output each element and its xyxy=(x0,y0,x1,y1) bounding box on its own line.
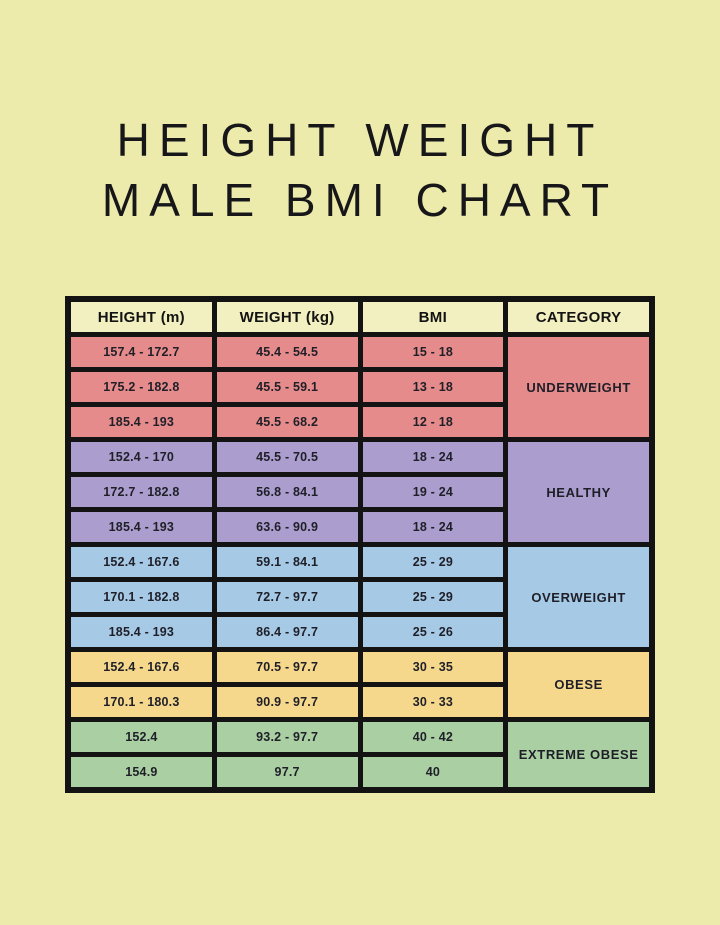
cell-category: EXTREME OBESE xyxy=(508,722,649,787)
cell-bmi: 25 - 29 xyxy=(362,582,504,612)
cell-weight: 56.8 - 84.1 xyxy=(216,477,358,507)
cell-weight: 70.5 - 97.7 xyxy=(216,652,358,682)
cell-height: 152.4 - 170 xyxy=(71,442,212,472)
cell-category: HEALTHY xyxy=(508,442,649,542)
table-row: 152.4 93.2 - 97.7 40 - 42 EXTREME OBESE xyxy=(71,722,649,787)
cell-height: 152.4 xyxy=(71,722,212,752)
cell-bmi: 18 - 24 xyxy=(362,442,504,472)
cell-weight: 72.7 - 97.7 xyxy=(216,582,358,612)
cell-weight: 45.5 - 68.2 xyxy=(216,407,358,437)
table-row: 170.1 - 180.3 90.9 - 97.7 30 - 33 xyxy=(71,687,649,717)
column-header-height: HEIGHT (m) xyxy=(71,302,212,332)
cell-weight: 45.5 - 70.5 xyxy=(216,442,358,472)
cell-weight: 63.6 - 90.9 xyxy=(216,512,358,542)
cell-bmi: 25 - 29 xyxy=(362,547,504,577)
cell-bmi: 40 - 42 xyxy=(362,722,504,752)
cell-height: 185.4 - 193 xyxy=(71,407,212,437)
table-row: 175.2 - 182.8 45.5 - 59.1 13 - 18 xyxy=(71,372,649,402)
cell-bmi: 13 - 18 xyxy=(362,372,504,402)
cell-weight: 97.7 xyxy=(216,757,358,787)
table-row: 185.4 - 193 63.6 - 90.9 18 - 24 xyxy=(71,512,649,542)
cell-height: 185.4 - 193 xyxy=(71,617,212,647)
cell-weight: 45.5 - 59.1 xyxy=(216,372,358,402)
cell-bmi: 40 xyxy=(362,757,504,787)
table-row: 152.4 - 170 45.5 - 70.5 18 - 24 HEALTHY xyxy=(71,442,649,542)
table-row: 172.7 - 182.8 56.8 - 84.1 19 - 24 xyxy=(71,477,649,507)
cell-weight: 90.9 - 97.7 xyxy=(216,687,358,717)
column-header-weight: WEIGHT (kg) xyxy=(216,302,358,332)
cell-height: 175.2 - 182.8 xyxy=(71,372,212,402)
table-header-row: HEIGHT (m) WEIGHT (kg) BMI CATEGORY xyxy=(71,302,649,332)
cell-bmi: 25 - 26 xyxy=(362,617,504,647)
cell-weight: 45.4 - 54.5 xyxy=(216,337,358,367)
cell-height: 154.9 xyxy=(71,757,212,787)
table-row: 157.4 - 172.7 45.4 - 54.5 15 - 18 UNDERWEIG… xyxy=(71,337,649,437)
title-line-2: MALE BMI CHART xyxy=(101,174,619,226)
table-row: 152.4 - 167.6 59.1 - 84.1 25 - 29 OVERWEIGH… xyxy=(71,547,649,647)
cell-weight: 93.2 - 97.7 xyxy=(216,722,358,752)
cell-height: 157.4 - 172.7 xyxy=(71,337,212,367)
table-row: 185.4 - 193 86.4 - 97.7 25 - 26 xyxy=(71,617,649,647)
page-title: HEIGHT WEIGHT MALE BMI CHART xyxy=(0,110,720,230)
cell-height: 185.4 - 193 xyxy=(71,512,212,542)
cell-category: OVERWEIGHT xyxy=(508,547,649,647)
cell-bmi: 15 - 18 xyxy=(362,337,504,367)
cell-bmi: 12 - 18 xyxy=(362,407,504,437)
table-row: 170.1 - 182.8 72.7 - 97.7 25 - 29 xyxy=(71,582,649,612)
cell-weight: 59.1 - 84.1 xyxy=(216,547,358,577)
column-header-category: CATEGORY xyxy=(508,302,649,332)
cell-category: OBESE xyxy=(508,652,649,717)
table-row: 154.9 97.7 40 xyxy=(71,757,649,787)
bmi-table: HEIGHT (m) WEIGHT (kg) BMI CATEGORY 157.… xyxy=(65,296,655,793)
cell-bmi: 19 - 24 xyxy=(362,477,504,507)
cell-bmi: 30 - 35 xyxy=(362,652,504,682)
cell-bmi: 30 - 33 xyxy=(362,687,504,717)
cell-weight: 86.4 - 97.7 xyxy=(216,617,358,647)
cell-height: 152.4 - 167.6 xyxy=(71,547,212,577)
column-header-bmi: BMI xyxy=(362,302,504,332)
cell-bmi: 18 - 24 xyxy=(362,512,504,542)
cell-category: UNDERWEIGHT xyxy=(508,337,649,437)
title-line-1: HEIGHT WEIGHT xyxy=(116,114,604,166)
cell-height: 170.1 - 182.8 xyxy=(71,582,212,612)
cell-height: 172.7 - 182.8 xyxy=(71,477,212,507)
cell-height: 170.1 - 180.3 xyxy=(71,687,212,717)
table-row: 185.4 - 193 45.5 - 68.2 12 - 18 xyxy=(71,407,649,437)
cell-height: 152.4 - 167.6 xyxy=(71,652,212,682)
table-row: 152.4 - 167.6 70.5 - 97.7 30 - 35 OBESE xyxy=(71,652,649,717)
